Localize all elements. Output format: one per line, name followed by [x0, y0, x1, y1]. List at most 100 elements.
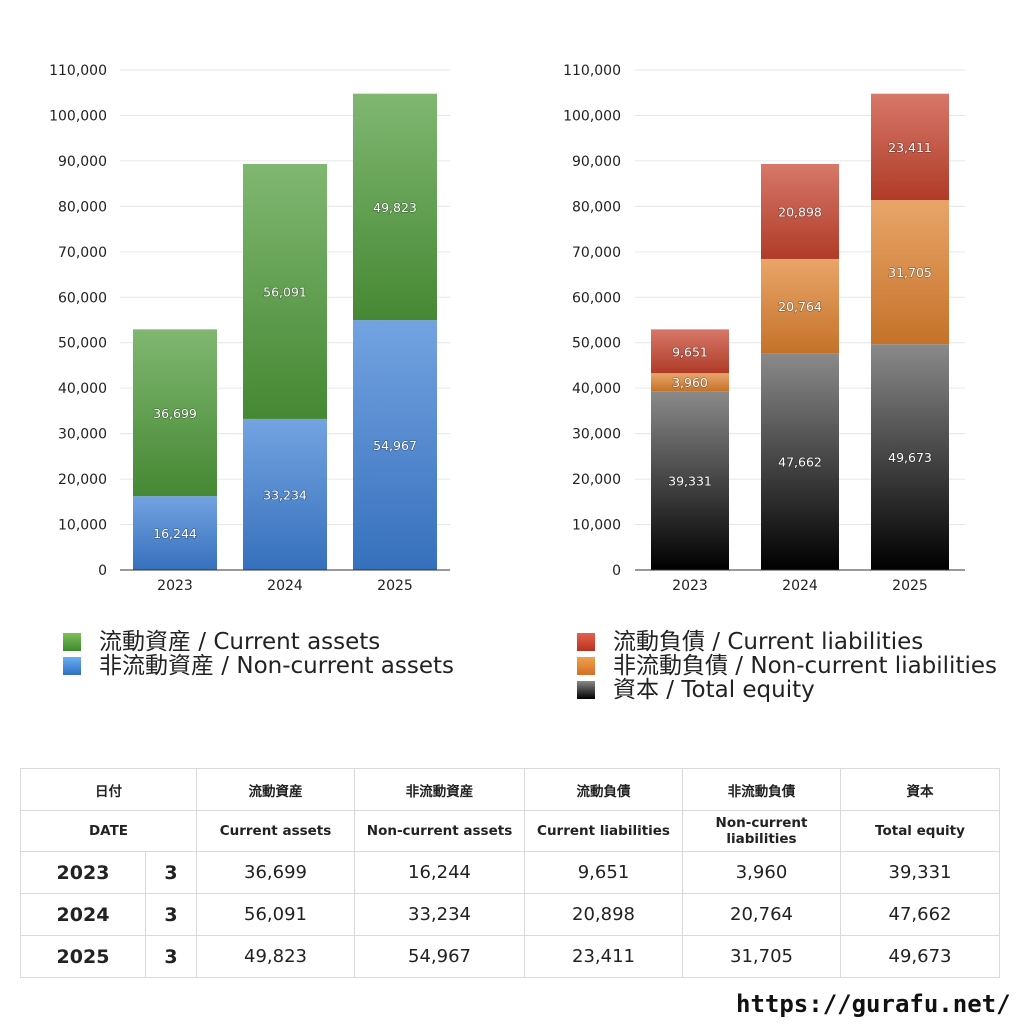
- bar-segment: [871, 344, 949, 570]
- bar-segment: [761, 258, 839, 354]
- table-month-cell: 3: [145, 935, 197, 978]
- assets-stacked-bar-chart: 0 10,000 20,000 30,000 40,000 50,000 60,000 70,…: [49, 63, 450, 594]
- table-cell: 39,331: [840, 851, 1000, 894]
- y-tick-label: 40,000: [58, 381, 107, 397]
- data-label: 9,651: [672, 344, 708, 359]
- data-label: 3,960: [672, 375, 708, 390]
- legend-label: 資本 / Total equity: [613, 677, 815, 703]
- y-tick-label: 100,000: [49, 108, 107, 124]
- legend-item: 資本 / Total equity: [577, 678, 997, 702]
- data-label: 20,898: [778, 204, 822, 219]
- y-tick-label: 0: [612, 563, 621, 579]
- y-tick-label: 50,000: [58, 336, 107, 352]
- x-tick-label: 2025: [892, 578, 928, 594]
- table-year-cell: 2025: [20, 935, 146, 978]
- y-tick-label: 20,000: [572, 472, 621, 488]
- legend-label: 流動負債 / Current liabilities: [613, 629, 924, 655]
- table-cell: 20,764: [682, 893, 841, 936]
- table-row: 2025 3 49,823 54,967 23,411 31,705 49,67…: [20, 935, 1000, 978]
- x-tick-label: 2024: [782, 578, 818, 594]
- table-header-cell: 日付: [20, 768, 197, 811]
- legend-swatch: [577, 657, 595, 675]
- y-tick-label: 20,000: [58, 472, 107, 488]
- y-tick-label: 100,000: [563, 108, 621, 124]
- y-tick-label: 60,000: [572, 290, 621, 306]
- legend-swatch: [577, 681, 595, 699]
- bar-segment: [243, 418, 327, 570]
- table-month-cell: 3: [145, 851, 197, 894]
- table-header-cell: 非流動負債: [682, 768, 841, 811]
- y-tick-label: 0: [98, 563, 107, 579]
- bar-segment: [133, 496, 217, 570]
- bar-segment: [871, 200, 949, 345]
- table-header-cell: Non-current assets: [354, 810, 525, 852]
- x-tick-label: 2024: [267, 578, 303, 594]
- table-cell: 54,967: [354, 935, 525, 978]
- bar-segment: [353, 320, 437, 570]
- legend-item: 非流動資産 / Non-current assets: [63, 654, 454, 678]
- legend-item: 非流動負債 / Non-current liabilities: [577, 654, 997, 678]
- table-cell: 49,673: [840, 935, 1000, 978]
- data-label: 36,699: [153, 406, 197, 421]
- data-label: 16,244: [153, 526, 197, 541]
- table-cell: 23,411: [524, 935, 683, 978]
- bar-segment: [651, 329, 729, 374]
- table-header-row-ja: 日付 流動資産 非流動資産 流動負債 非流動負債 資本: [20, 768, 1000, 811]
- table-header-cell: 流動負債: [524, 768, 683, 811]
- legend-swatch: [63, 657, 81, 675]
- table-header-cell: Current liabilities: [524, 810, 683, 852]
- y-tick-label: 90,000: [572, 154, 621, 170]
- liabilities-equity-stacked-bar-chart: 0 10,000 20,000 30,000 40,000 50,000 60,000 70,…: [563, 63, 965, 594]
- y-tick-label: 110,000: [49, 63, 107, 79]
- table-cell: 16,244: [354, 851, 525, 894]
- data-label: 49,823: [373, 200, 417, 215]
- legend-swatch: [63, 633, 81, 651]
- y-tick-label: 50,000: [572, 336, 621, 352]
- y-tick-label: 60,000: [58, 290, 107, 306]
- table-cell: 47,662: [840, 893, 1000, 936]
- financial-data-table: 日付 流動資産 非流動資産 流動負債 非流動負債 資本 DATE Current…: [20, 768, 1000, 978]
- data-label: 33,234: [263, 487, 307, 502]
- y-tick-label: 30,000: [572, 427, 621, 443]
- table-row: 2023 3 36,699 16,244 9,651 3,960 39,331: [20, 851, 1000, 894]
- source-url: https://gurafu.net/: [736, 990, 1011, 1018]
- y-tick-label: 70,000: [572, 245, 621, 261]
- table-header-row-en: DATE Current assets Non-current assets C…: [20, 810, 1000, 852]
- data-label: 20,764: [778, 299, 822, 314]
- bar-segment: [133, 329, 217, 497]
- bar-segment: [761, 353, 839, 570]
- x-tick-label: 2025: [377, 578, 413, 594]
- table-header-cell: 流動資産: [196, 768, 355, 811]
- data-label: 47,662: [778, 455, 822, 470]
- legend-item: 流動資産 / Current assets: [63, 630, 454, 654]
- data-label: 23,411: [888, 140, 932, 155]
- table-cell: 36,699: [196, 851, 355, 894]
- x-tick-label: 2023: [157, 578, 193, 594]
- legend-label: 流動資産 / Current assets: [99, 629, 381, 655]
- legend-swatch: [577, 633, 595, 651]
- table-header-cell: Total equity: [840, 810, 1000, 852]
- data-label: 39,331: [668, 474, 712, 489]
- y-tick-label: 40,000: [572, 381, 621, 397]
- table-header-cell: Current assets: [196, 810, 355, 852]
- table-month-cell: 3: [145, 893, 197, 936]
- data-label: 54,967: [373, 438, 417, 453]
- table-year-cell: 2024: [20, 893, 146, 936]
- bar-segment: [761, 163, 839, 259]
- table-cell: 56,091: [196, 893, 355, 936]
- table-cell: 49,823: [196, 935, 355, 978]
- legend-item: 流動負債 / Current liabilities: [577, 630, 997, 654]
- table-cell: 31,705: [682, 935, 841, 978]
- legend-assets: 流動資産 / Current assets 非流動資産 / Non-curren…: [63, 630, 454, 678]
- y-tick-label: 10,000: [58, 518, 107, 534]
- data-label: 49,673: [888, 450, 932, 465]
- y-tick-label: 70,000: [58, 245, 107, 261]
- table-header-cell: 資本: [840, 768, 1000, 811]
- legend-label: 非流動負債 / Non-current liabilities: [613, 653, 997, 679]
- table-cell: 20,898: [524, 893, 683, 936]
- y-tick-label: 80,000: [58, 199, 107, 215]
- legend-label: 非流動資産 / Non-current assets: [99, 653, 455, 679]
- table-row: 2024 3 56,091 33,234 20,898 20,764 47,66…: [20, 893, 1000, 936]
- table-cell: 33,234: [354, 893, 525, 936]
- y-tick-label: 10,000: [572, 518, 621, 534]
